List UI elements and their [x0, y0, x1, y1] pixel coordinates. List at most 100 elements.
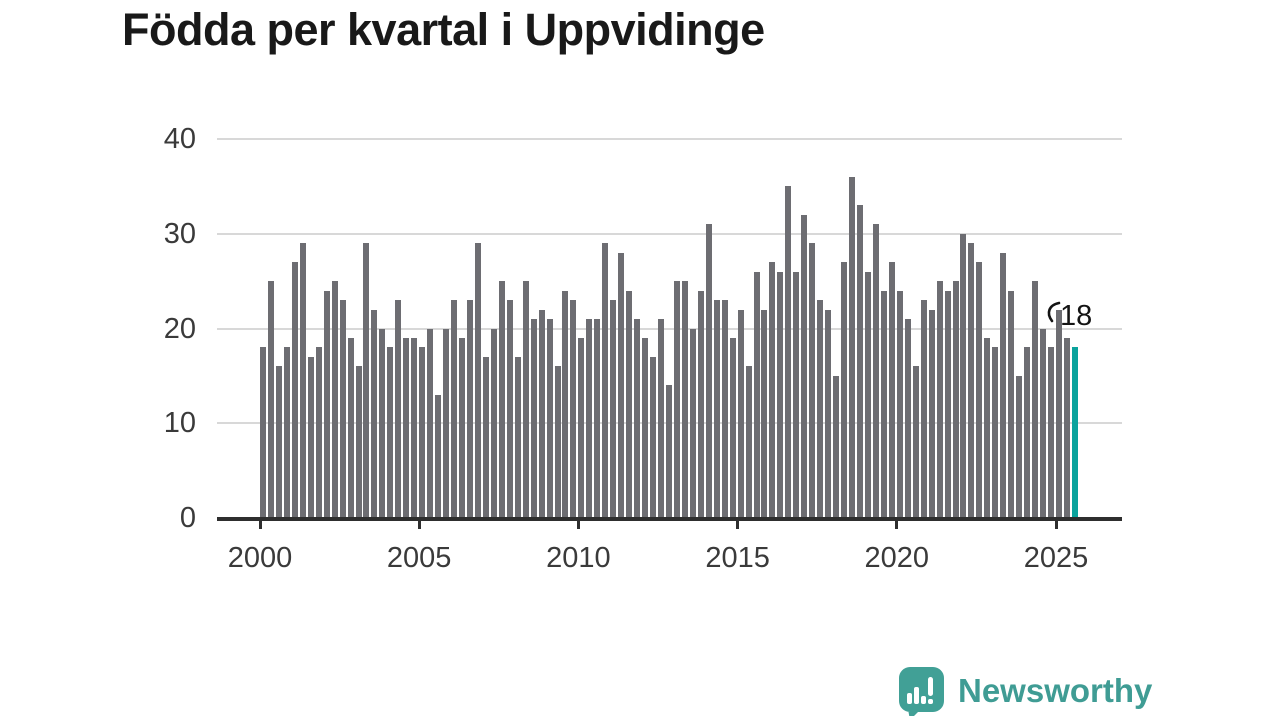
x-axis-tick-label: 2005	[386, 542, 452, 574]
bar	[857, 205, 863, 518]
y-axis-tick-label: 40	[163, 123, 196, 155]
bar	[260, 347, 266, 518]
bar	[466, 300, 473, 518]
bar	[665, 385, 672, 518]
bar	[459, 337, 465, 518]
bar	[705, 224, 712, 518]
x-axis-tick-mark	[417, 521, 421, 529]
bar	[435, 394, 442, 518]
x-axis-tick-label: 2020	[864, 542, 930, 574]
bar	[825, 309, 832, 518]
bar	[841, 262, 848, 518]
bar	[323, 290, 330, 518]
bar	[546, 319, 553, 518]
annotation-pointer-curve	[1044, 301, 1062, 328]
bar	[673, 281, 680, 518]
bar	[554, 366, 561, 518]
plot-area: 0 10 20 30 40 2000 2005 2010 2015 2020 2025	[163, 123, 1122, 574]
bar	[419, 347, 426, 518]
bar	[1040, 328, 1047, 518]
bar	[355, 366, 362, 518]
x-axis-tick-label: 2000	[227, 542, 293, 574]
bar	[1056, 309, 1062, 518]
bar	[936, 281, 943, 518]
bar	[960, 233, 967, 518]
bar	[793, 271, 800, 518]
bar	[482, 356, 489, 518]
y-gridline	[217, 232, 1122, 235]
bar	[307, 356, 314, 518]
bar	[1032, 281, 1039, 518]
bar	[371, 309, 378, 518]
bar	[578, 337, 585, 518]
bar	[817, 300, 824, 518]
bar	[538, 309, 545, 518]
bar	[498, 281, 505, 518]
bar	[801, 214, 808, 518]
y-axis-tick-label: 30	[163, 217, 196, 250]
x-axis-tick-mark	[1054, 521, 1058, 529]
bar	[896, 290, 903, 518]
bar	[363, 243, 370, 518]
bar	[729, 337, 736, 518]
bar	[267, 281, 274, 518]
bar	[928, 309, 935, 518]
bar	[753, 271, 760, 518]
bar	[1008, 290, 1015, 518]
bar	[634, 319, 641, 518]
bar	[379, 328, 386, 518]
bar	[689, 328, 696, 518]
bar	[443, 328, 450, 518]
bar	[403, 337, 410, 518]
bar	[299, 243, 306, 518]
bar	[952, 281, 959, 518]
bar	[1048, 347, 1055, 518]
bar	[1024, 347, 1031, 518]
x-axis-tick-mark	[258, 521, 262, 529]
newsworthy-logo-text: Newsworthy	[958, 672, 1153, 709]
bar	[872, 224, 879, 518]
bar	[331, 281, 338, 518]
bar	[920, 300, 927, 518]
newsworthy-speech-bubble-chart-icon	[898, 666, 945, 720]
chart-title: Födda per kvartal i Uppvidinge	[122, 4, 765, 55]
x-axis-tick-label: 2025	[1023, 542, 1089, 574]
newsworthy-logo: Newsworthy	[898, 666, 1153, 720]
bar	[737, 309, 744, 518]
bar	[610, 300, 617, 518]
y-axis-tick-label: 10	[163, 407, 196, 440]
y-axis-tick-label: 20	[163, 312, 196, 345]
bar	[315, 347, 322, 518]
x-axis-tick-mark	[895, 521, 899, 529]
bar	[474, 243, 481, 518]
bar	[522, 281, 529, 518]
bar	[642, 337, 649, 518]
bar	[411, 337, 418, 518]
bar	[976, 262, 983, 518]
bar	[785, 186, 792, 518]
bar	[745, 366, 752, 518]
bar	[570, 300, 577, 518]
bar	[681, 281, 688, 518]
bar	[395, 300, 402, 518]
bar	[880, 290, 887, 518]
highlighted-bar	[1071, 347, 1078, 518]
bar	[451, 300, 458, 518]
bar	[697, 290, 704, 518]
bar	[594, 319, 601, 518]
bar	[347, 337, 354, 518]
bar	[984, 337, 991, 518]
bar	[777, 271, 784, 518]
bar	[992, 347, 999, 518]
bar	[761, 309, 768, 518]
bar	[275, 366, 282, 518]
y-axis-tick-label: 0	[179, 502, 196, 534]
bar	[833, 375, 840, 518]
x-axis-tick-mark	[576, 521, 580, 529]
bar	[427, 328, 434, 518]
bar	[968, 243, 975, 518]
bar	[562, 290, 569, 518]
bar	[904, 319, 911, 518]
y-gridline	[217, 327, 1122, 330]
